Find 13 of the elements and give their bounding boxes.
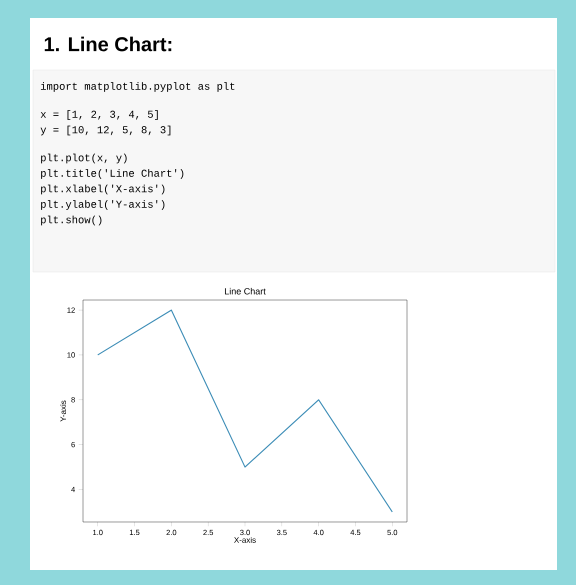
text: plt.ylabel('Y-axis') — [41, 200, 164, 210]
text: plt.title('Line Chart') — [41, 169, 184, 179]
text: plt.show() — [41, 216, 102, 226]
y-axis-title: Y-axis — [60, 400, 66, 422]
text: 1. Line Chart: — [44, 36, 172, 52]
text: x = [1, 2, 3, 4, 5] — [40, 110, 158, 120]
text: plt.plot(x, y) — [41, 154, 127, 164]
text: import matplotlib.pyplot as plt — [40, 82, 234, 92]
x-axis-title: X-axis — [234, 536, 256, 543]
line-series — [97, 310, 393, 512]
chart-title: Line Chart — [224, 288, 266, 294]
text: plt.xlabel('X-axis') — [41, 184, 164, 194]
text: y = [10, 12, 5, 8, 3] — [40, 126, 170, 136]
